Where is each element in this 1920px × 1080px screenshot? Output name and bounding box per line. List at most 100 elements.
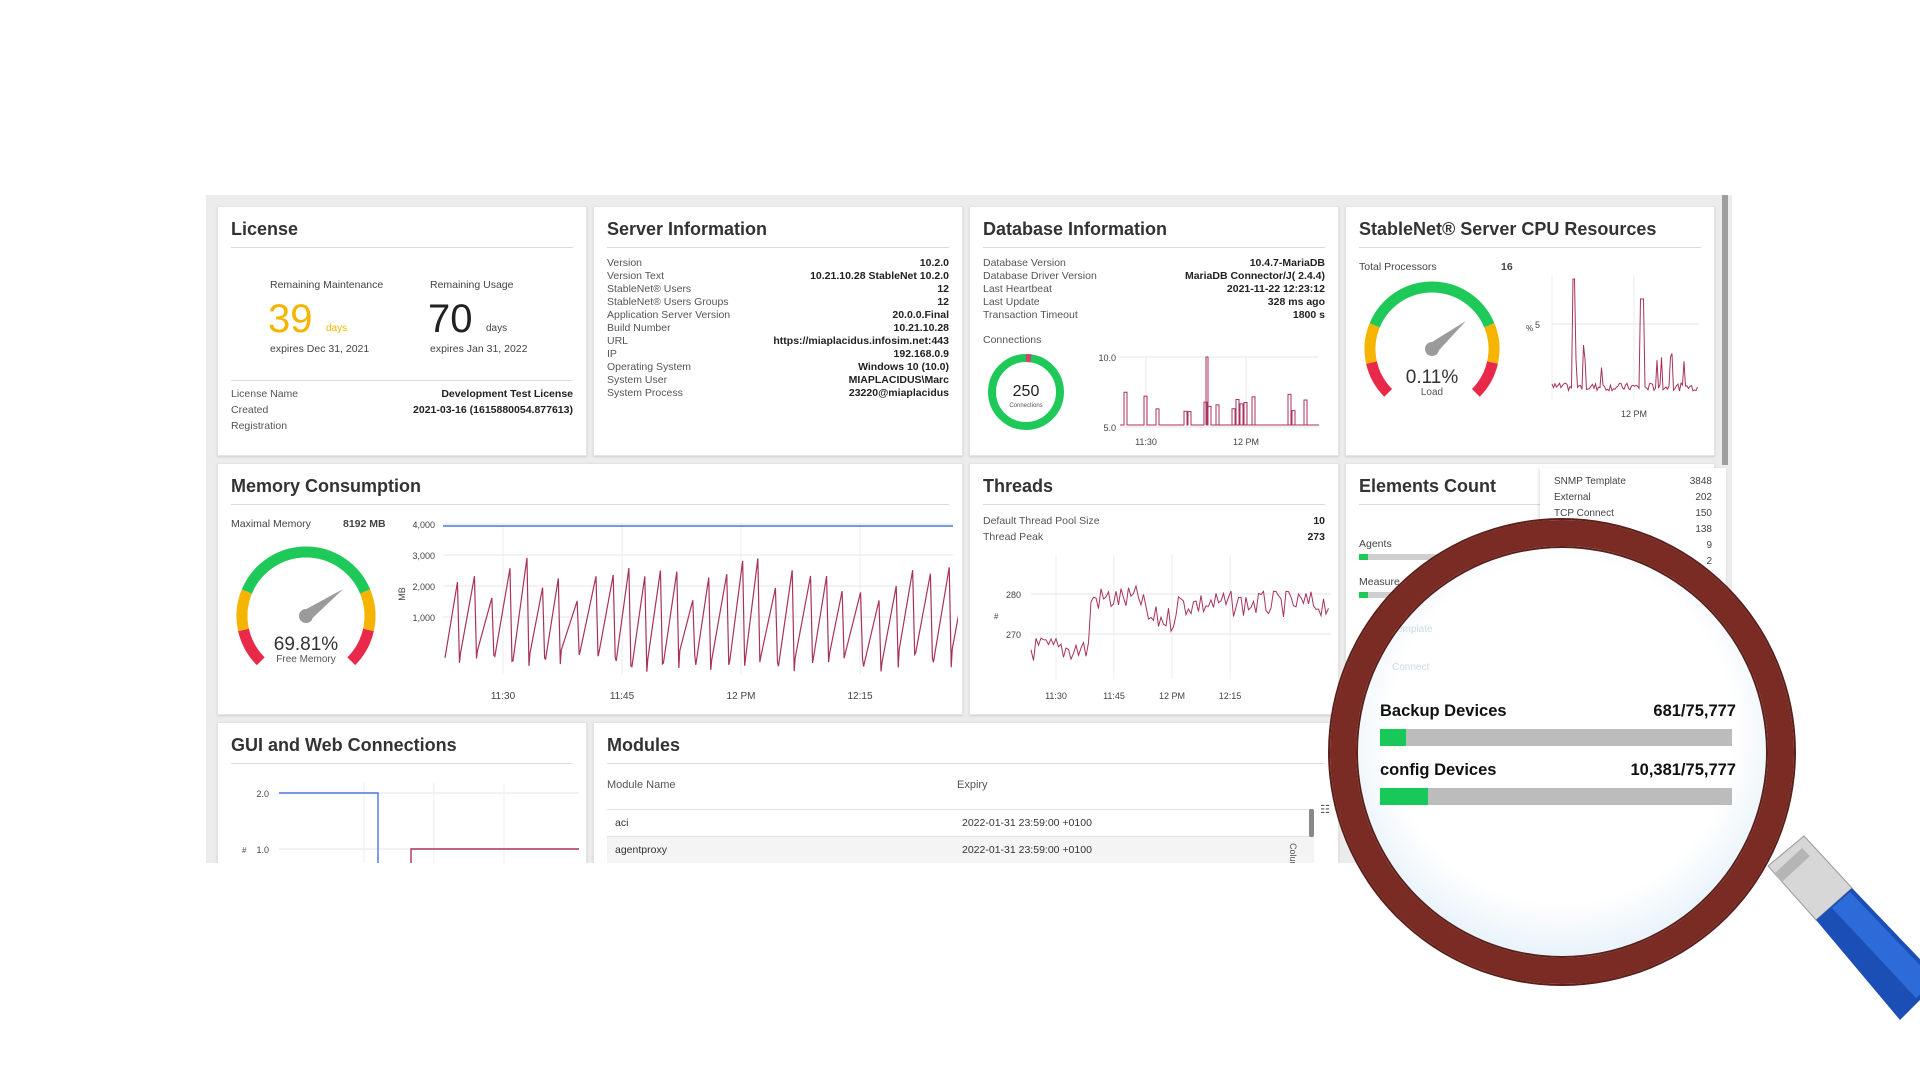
row-key: IP: [607, 348, 617, 360]
maximal-memory-label: Maximal Memory: [231, 518, 311, 530]
grid-icon[interactable]: ☷: [1320, 804, 1330, 816]
column-header-expiry[interactable]: Expiry: [957, 779, 988, 791]
card-title: Server Information: [607, 219, 768, 239]
server-row: System Process 23220@miaplacidus: [607, 385, 949, 401]
divider: [231, 380, 573, 381]
item-count: 9: [1706, 540, 1712, 551]
gauge-green-segment: [241, 546, 371, 594]
divider: [983, 247, 1325, 248]
row-key: StableNet® Users Groups: [607, 296, 729, 308]
x-tick-label: 11:45: [1103, 691, 1125, 701]
gui-web-connections-card: GUI and Web Connections 2.0 1.0 #: [217, 722, 587, 863]
remaining-usage-label: Remaining Usage: [430, 279, 514, 291]
item-count: 150: [1695, 508, 1712, 519]
row-value: 273: [1307, 531, 1325, 543]
item-label: SNMP Template: [1554, 476, 1626, 487]
card-title: Memory Consumption: [231, 476, 422, 496]
item-count: 202: [1695, 492, 1712, 503]
y-tick-label: 4,000: [412, 520, 435, 530]
connections-value: 250: [1013, 383, 1040, 400]
table-row[interactable]: agentproxy 2022-01-31 23:59:00 +0100: [607, 836, 1314, 863]
server-information-card: Server Information Version 10.2.0 Version …: [593, 206, 963, 456]
list-item[interactable]: 138: [1554, 524, 1712, 535]
row-value: 12: [937, 296, 949, 308]
divider: [607, 247, 949, 248]
row-value: 10.4.7-MariaDB: [1249, 257, 1325, 269]
gauge-red-segment: [238, 628, 265, 666]
x-tick-label: 12:15: [1219, 691, 1242, 701]
row-key: StableNet® Users: [607, 283, 692, 295]
divider: [1359, 504, 1701, 505]
threads-row: Thread Peak 273: [983, 529, 1325, 545]
x-tick-label: 11:30: [1135, 437, 1157, 447]
row-key: Transaction Timeout: [983, 309, 1078, 321]
gauge-red-segment: [347, 628, 374, 666]
module-expiry: 2022-01-31 23:59:00 +0100: [962, 844, 1092, 856]
threads-row: Default Thread Pool Size 10: [983, 513, 1325, 529]
server-row: StableNet® Users 12: [607, 281, 949, 297]
row-key: Created: [231, 404, 269, 416]
memory-consumption-card: Memory Consumption Maximal Memory 8192 M…: [217, 463, 963, 715]
server-row: Version 10.2.0: [607, 255, 949, 271]
x-tick-label: 11:30: [491, 691, 516, 702]
card-title: Database Information: [983, 219, 1168, 239]
magnifier-handle-icon: [1767, 835, 1920, 1020]
column-header-module-name[interactable]: Module Name: [607, 779, 676, 791]
row-key: Database Driver Version: [983, 270, 1097, 282]
item-label: External: [1554, 492, 1591, 503]
list-item[interactable]: 9: [1554, 540, 1712, 551]
y-tick-label: 5: [1535, 320, 1540, 330]
x-tick-label: 12 PM: [1233, 437, 1259, 447]
y-axis-unit: #: [242, 846, 247, 855]
server-row: StableNet® Users Groups 12: [607, 294, 949, 310]
y-tick-label: 2,000: [412, 582, 435, 592]
dashboard-scrollbar[interactable]: [1722, 195, 1728, 465]
database-row: Last Heartbeat 2021-11-22 12:23:12: [983, 281, 1325, 297]
divider: [231, 763, 573, 764]
list-item[interactable]: SNMP Template 3848: [1554, 476, 1712, 487]
agents-label: Agents: [1359, 538, 1392, 550]
gauge-hub: [299, 609, 313, 623]
row-value: 10.2.0: [919, 257, 949, 269]
usage-expires: expires Jan 31, 2022: [430, 343, 528, 355]
row-value: 10.21.10.28 StableNet 10.2.0: [810, 270, 949, 282]
row-key: Default Thread Pool Size: [983, 515, 1100, 527]
card-title: License: [231, 219, 299, 239]
remaining-maintenance-label: Remaining Maintenance: [270, 279, 384, 291]
list-item[interactable]: External 202: [1554, 492, 1712, 503]
divider: [607, 763, 1325, 764]
card-title: Elements Count: [1359, 476, 1497, 496]
row-value: 2021-03-16 (1615880054.877613): [413, 404, 573, 416]
gauge-label: Load: [1421, 387, 1443, 398]
item-label: TCP Connect: [1554, 508, 1614, 519]
gauge-hub: [1425, 342, 1439, 356]
bar-fill: [1359, 592, 1368, 598]
license-card: License Remaining Maintenance 39 days ex…: [217, 206, 587, 456]
threads-card: Threads Default Thread Pool Size 10 Threa…: [969, 463, 1339, 715]
divider: [1359, 247, 1701, 248]
gauge-yellow-segment: [236, 589, 253, 632]
connections-label: Connections: [983, 334, 1042, 346]
row-value: 23220@miaplacidus: [848, 387, 949, 399]
remaining-usage-value: 70: [428, 297, 473, 341]
license-row: Created 2021-03-16 (1615880054.877613): [231, 402, 573, 418]
columns-tab[interactable]: Columns: [1288, 843, 1299, 863]
gauge-yellow-segment: [1484, 323, 1500, 364]
database-row: Database Version 10.4.7-MariaDB: [983, 255, 1325, 271]
row-value: 10: [1313, 515, 1325, 527]
x-tick-label: 11:45: [610, 691, 635, 702]
gauge-red-segment: [1471, 361, 1498, 397]
row-value: 10.21.10.28: [893, 322, 949, 334]
table-row[interactable]: aci 2022-01-31 23:59:00 +0100: [607, 809, 1314, 836]
row-value: 2021-11-22 12:23:12: [1226, 283, 1325, 295]
gauge-green-segment: [1369, 281, 1495, 328]
connections-series-line: [1120, 391, 1319, 426]
row-key: Application Server Version: [607, 309, 731, 321]
y-axis-unit: MB: [397, 587, 407, 601]
gui-connections-line: [410, 848, 579, 863]
list-item[interactable]: TCP Connect 150: [1554, 508, 1712, 519]
measurements-label: Measure: [1359, 576, 1400, 588]
connections-line-chart: 10.0 5.0 11:30 12 PM: [1098, 353, 1319, 447]
table-scrollbar[interactable]: [1309, 809, 1314, 837]
